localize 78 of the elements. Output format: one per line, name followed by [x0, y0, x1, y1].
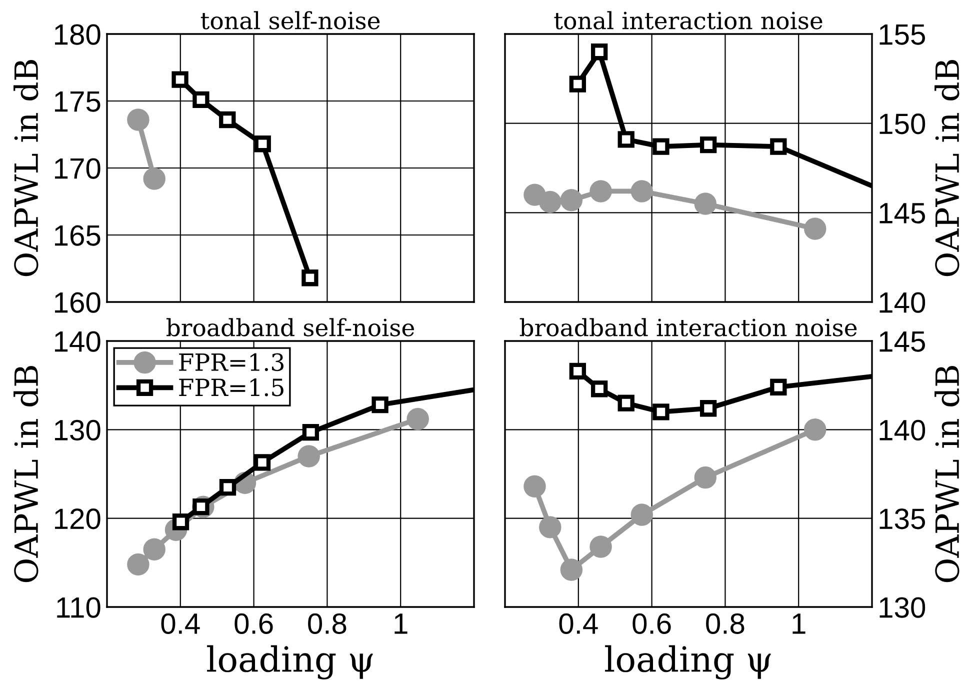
point	[298, 445, 320, 468]
point	[127, 553, 150, 576]
x-tick-label: 1	[394, 614, 408, 634]
y-tick-label: 165	[55, 225, 100, 246]
point	[590, 180, 612, 202]
point	[700, 136, 717, 154]
y-tick-label: 130	[55, 420, 100, 441]
point	[618, 394, 634, 412]
point	[652, 138, 670, 155]
x-tick-label: 0.8	[706, 613, 744, 634]
point	[524, 184, 546, 206]
point	[192, 91, 210, 108]
chart-title: tonal self-noise	[200, 11, 380, 30]
point	[804, 218, 826, 240]
point	[143, 168, 166, 190]
point	[539, 516, 562, 538]
point	[770, 378, 787, 396]
point	[302, 270, 318, 286]
y2-axis-title: OAPWL in dB	[934, 366, 960, 582]
point	[560, 189, 583, 212]
y2-tick-label: 140	[880, 292, 926, 313]
point	[302, 424, 320, 441]
y-tick-label: 170	[55, 158, 100, 179]
y2-tick-label: 130	[880, 597, 926, 618]
point	[539, 190, 562, 214]
point	[569, 362, 586, 380]
point	[590, 380, 608, 398]
x-tick-label: 0.4	[559, 613, 598, 634]
y2-tick-label: 150	[880, 114, 926, 134]
y2-axis-title: OAPWL in dB	[934, 60, 960, 276]
point	[219, 111, 236, 128]
y-axis-title: OAPWL in dB	[14, 60, 38, 276]
y-tick-label: 175	[55, 92, 100, 112]
legend-label: FPR=1.3	[179, 353, 284, 372]
x-tick-label: 0.6	[234, 613, 273, 634]
point	[254, 454, 271, 471]
point	[770, 138, 787, 155]
y-tick-label: 180	[55, 24, 100, 45]
point	[560, 558, 583, 581]
y2-tick-label: 135	[880, 508, 925, 530]
point	[372, 396, 388, 414]
point	[524, 475, 546, 498]
x-tick-label: 0.6	[632, 613, 671, 634]
point	[694, 192, 716, 215]
x-axis-title: loading ψ	[207, 645, 373, 680]
y2-tick-label: 155	[880, 24, 925, 45]
point	[172, 71, 188, 88]
point	[804, 418, 826, 441]
y2-tick-label: 140	[880, 420, 926, 441]
y-tick-label: 160	[55, 292, 100, 313]
x-tick-label: 1	[792, 614, 806, 634]
point	[652, 404, 670, 420]
point	[219, 478, 236, 496]
point	[630, 504, 654, 526]
x-tick-label: 0.4	[161, 613, 200, 634]
x-tick-label: 0.8	[308, 613, 346, 634]
point	[630, 180, 654, 202]
point	[590, 44, 608, 60]
point	[618, 131, 634, 148]
y2-tick-label: 145	[880, 203, 925, 224]
point	[143, 538, 166, 560]
point	[694, 466, 716, 489]
point	[700, 400, 717, 417]
x-axis-title: loading ψ	[605, 645, 771, 680]
chart-title: broadband self-noise	[166, 318, 414, 336]
chart-title: tonal interaction noise	[554, 11, 822, 30]
point	[406, 408, 429, 430]
point	[127, 108, 150, 131]
legend-label: FPR=1.5	[179, 378, 284, 396]
y-tick-label: 120	[55, 508, 100, 530]
point	[254, 136, 271, 152]
y-tick-label: 110	[57, 597, 100, 618]
point	[569, 76, 586, 92]
chart-title: broadband interaction noise	[520, 318, 857, 336]
point	[590, 536, 612, 558]
y-axis-title: OAPWL in dB	[14, 366, 38, 582]
y-tick-label: 140	[55, 331, 100, 352]
y2-tick-label: 145	[880, 332, 925, 352]
